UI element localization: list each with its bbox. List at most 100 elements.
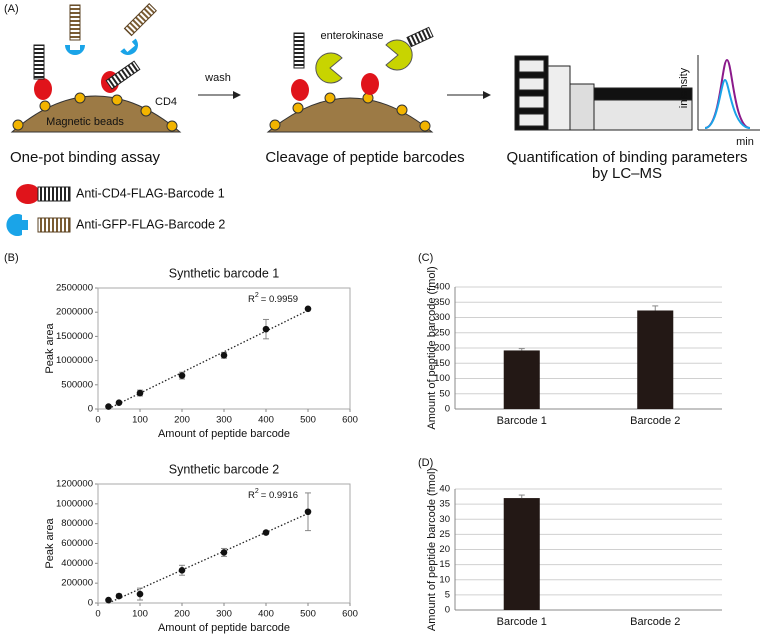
- annotation-sup: 2: [255, 292, 259, 299]
- x-tick-label: 100: [132, 415, 148, 426]
- y-tick-label: 250: [434, 327, 450, 338]
- y-tick-label: 1200000: [56, 479, 93, 490]
- point: [262, 529, 270, 536]
- x-tick-label: Barcode 2: [630, 415, 680, 427]
- min-label: min: [736, 136, 754, 148]
- lcms-schematic: [514, 55, 693, 131]
- y-tick-label: 300: [434, 312, 450, 323]
- annotation: R2 = 0.9916: [248, 488, 298, 501]
- x-tick-label: Barcode 1: [497, 415, 547, 427]
- y-tick-label: 25: [439, 529, 450, 540]
- intensity-label: intensity: [678, 67, 690, 108]
- step-label: One-pot binding assay: [10, 149, 161, 166]
- point: [105, 596, 112, 604]
- point: [220, 351, 228, 359]
- y-tick-label: 35: [439, 499, 450, 510]
- point: [115, 592, 123, 600]
- y-axis-label: Peak area: [44, 518, 56, 569]
- point: [304, 508, 312, 516]
- annotation-sup: 2: [255, 488, 259, 495]
- error-bar: [652, 305, 659, 311]
- step-label: by LC–MS: [592, 165, 662, 182]
- y-tick-label: 0: [88, 598, 93, 609]
- y-axis-label: Amount of peptide barcode (fmol): [426, 468, 438, 631]
- panel-a: (A) Magnetic beads CD4 wash enterokinase: [4, 3, 760, 236]
- wash-label: wash: [204, 72, 231, 84]
- y-tick-label: 500000: [61, 379, 93, 390]
- barcode: [293, 32, 305, 69]
- bead-label: Magnetic beads: [46, 116, 124, 128]
- y-tick-label: 2500000: [56, 283, 93, 294]
- y-axis-label: Amount of peptide barcode (fmol): [426, 266, 438, 429]
- legend-icon: [16, 184, 40, 204]
- y-tick-label: 800000: [61, 518, 93, 529]
- annotation: R2 = 0.9959: [248, 292, 298, 305]
- annotation-text: = 0.9916: [261, 490, 298, 501]
- y-tick-label: 400000: [61, 558, 93, 569]
- antibody: [34, 78, 52, 100]
- y-tick-label: 350: [434, 297, 450, 308]
- bar: [503, 350, 540, 409]
- x-tick-label: 400: [258, 609, 274, 620]
- point: [262, 325, 270, 333]
- barcode: [33, 44, 45, 80]
- chart-title: Synthetic barcode 1: [169, 266, 280, 280]
- panel-label: (B): [4, 252, 19, 264]
- y-tick-label: 30: [439, 514, 450, 525]
- x-tick-label: 300: [216, 415, 232, 426]
- bar: [503, 498, 540, 610]
- antibody: [120, 38, 138, 55]
- antibody: [291, 79, 309, 101]
- cd4-markers: [12, 92, 178, 132]
- annotation-text: = 0.9959: [261, 294, 298, 305]
- x-tick-label: 300: [216, 609, 232, 620]
- legend-icon: [6, 214, 28, 236]
- legend-label: Anti-CD4-FLAG-Barcode 1: [76, 186, 225, 200]
- x-tick-label: 0: [95, 609, 100, 620]
- y-tick-label: 20: [439, 544, 450, 555]
- y-tick-label: 200000: [61, 578, 93, 589]
- y-tick-label: 1500000: [56, 331, 93, 342]
- y-tick-label: 100: [434, 373, 450, 384]
- panel-label: (D): [418, 457, 433, 469]
- y-tick-label: 15: [439, 559, 450, 570]
- x-tick-label: 200: [174, 415, 190, 426]
- y-axis-label: Peak area: [44, 323, 56, 374]
- point: [220, 549, 228, 556]
- plot-frame: [97, 287, 351, 410]
- panel-label: (A): [4, 3, 19, 15]
- y-tick-label: 200: [434, 343, 450, 354]
- x-tick-label: Barcode 2: [630, 616, 680, 628]
- antibody: [65, 45, 85, 55]
- barcode: [105, 60, 141, 90]
- enzyme-label: enterokinase: [321, 30, 384, 42]
- peak: [704, 78, 751, 129]
- plot-frame: [97, 483, 351, 604]
- x-tick-label: Barcode 1: [497, 616, 547, 628]
- enzyme: [315, 52, 343, 84]
- x-tick-label: 600: [342, 609, 358, 620]
- x-tick-label: 100: [132, 609, 148, 620]
- y-tick-label: 10: [439, 574, 450, 585]
- legend-icon: [37, 186, 71, 202]
- x-tick-label: 200: [174, 609, 190, 620]
- x-tick-label: 400: [258, 415, 274, 426]
- legend-icon: [37, 217, 71, 233]
- error-bar: [518, 348, 525, 351]
- panel-label: (C): [418, 252, 433, 264]
- x-tick-label: 0: [95, 415, 100, 426]
- step-label: Quantification of binding parameters: [507, 149, 748, 166]
- y-tick-label: 0: [445, 605, 450, 616]
- annotation-base: R: [248, 294, 255, 305]
- x-tick-label: 600: [342, 415, 358, 426]
- point: [115, 399, 123, 407]
- y-tick-label: 400: [434, 282, 450, 293]
- y-tick-label: 0: [445, 404, 450, 415]
- barcode: [406, 26, 434, 48]
- y-tick-label: 5: [445, 589, 450, 600]
- bar: [637, 310, 674, 409]
- bead: [266, 97, 434, 133]
- y-tick-label: 2000000: [56, 307, 93, 318]
- step-label: Cleavage of peptide barcodes: [265, 149, 464, 166]
